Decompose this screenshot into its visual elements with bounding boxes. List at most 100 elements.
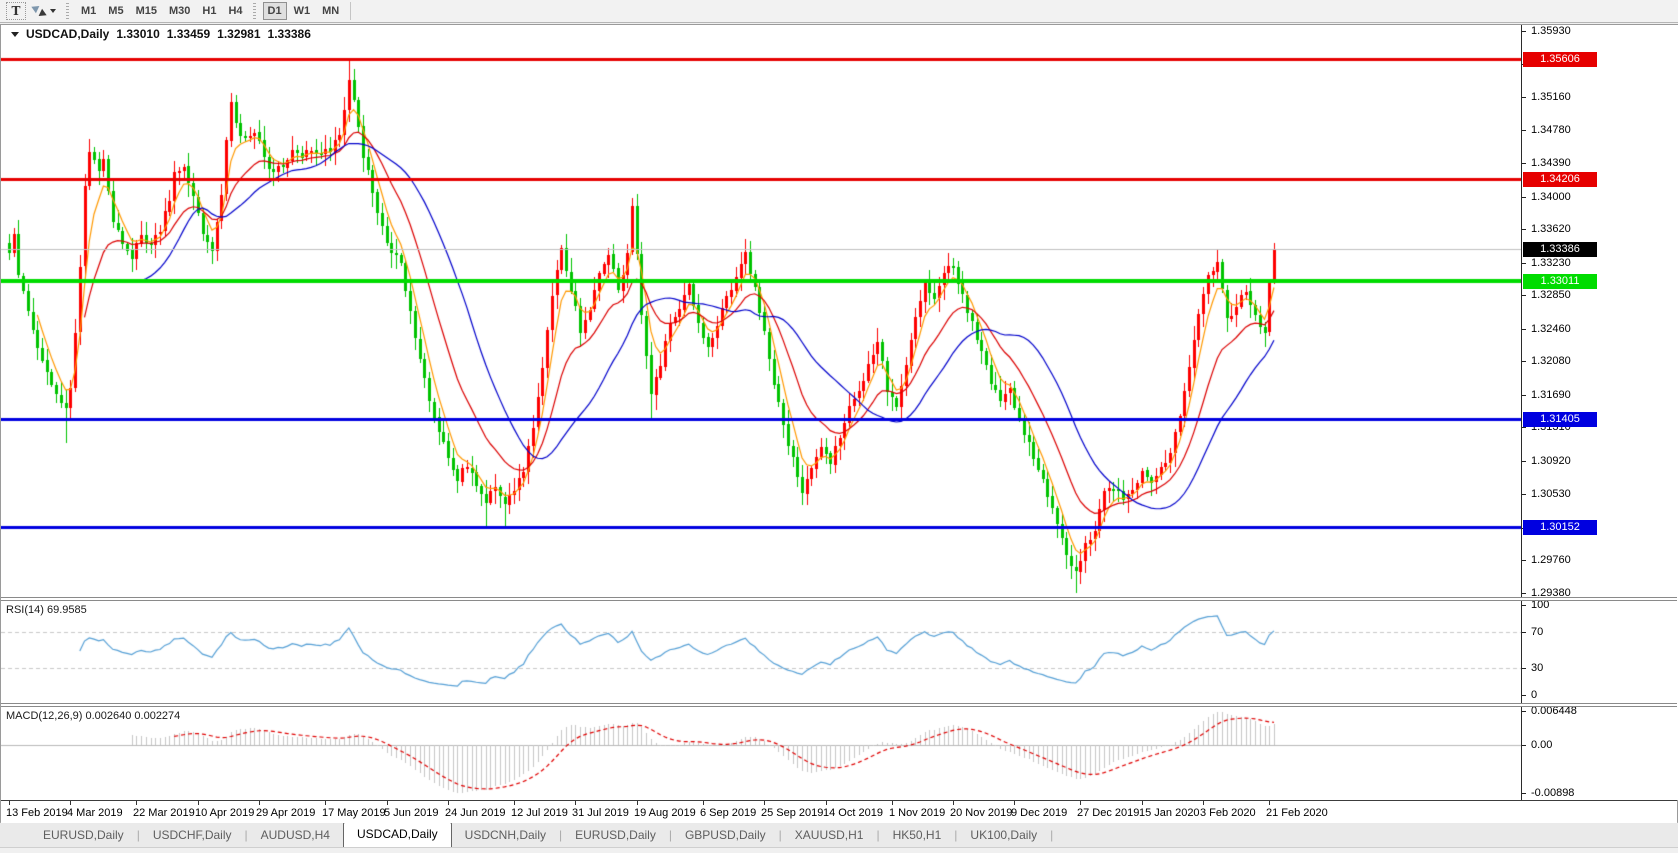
date-axis-label: 13 Feb 2019 — [6, 807, 68, 819]
bottom-tab-EURUSD-Daily[interactable]: EURUSD,Daily — [575, 828, 656, 842]
price-axis-label: 1.29760 — [1531, 554, 1571, 566]
bottom-tab-UK100-Daily[interactable]: UK100,Daily — [970, 828, 1038, 842]
timeframe-buttons: M1 M5 M15 M30 H1 H4 D1 W1 MN — [75, 2, 345, 20]
date-tick — [826, 801, 827, 805]
bottom-tab-AUDUSD-H4[interactable]: AUDUSD,H4 — [260, 828, 330, 842]
macd-label: MACD(12,26,9) 0.002640 0.002274 — [6, 710, 181, 722]
date-tick — [9, 801, 10, 805]
date-axis-label: 27 Dec 2019 — [1077, 807, 1140, 819]
price-axis-label: 1.34000 — [1531, 191, 1571, 203]
symbol-period-label: USDCAD,Daily — [26, 27, 110, 41]
tab-separator: | — [668, 828, 672, 842]
bottom-tab-EURUSD-Daily[interactable]: EURUSD,Daily — [43, 828, 124, 842]
tab-separator: | — [559, 828, 563, 842]
ohlc-high: 1.33459 — [166, 27, 211, 41]
price-axis-label-tick — [1522, 427, 1526, 428]
date-axis-label: 9 Dec 2019 — [1011, 807, 1068, 819]
date-tick — [703, 801, 704, 805]
bottom-tab-HK50-H1[interactable]: HK50,H1 — [892, 828, 942, 842]
price-axis-label: 1.32850 — [1531, 289, 1571, 301]
timeframe-button-M1[interactable]: M1 — [81, 5, 97, 17]
macd-canvas[interactable] — [1, 707, 1521, 800]
bottom-tab-XAUUSD-H1[interactable]: XAUUSD,H1 — [794, 828, 864, 842]
bottom-tab-USDCAD-Daily[interactable]: USDCAD,Daily — [342, 822, 452, 847]
price-axis-label: 1.32460 — [1531, 323, 1571, 335]
ohlc-low: 1.32981 — [217, 27, 261, 41]
chart-tab-bar: EURUSD,Daily | USDCHF,Daily | AUDUSD,H4 USDCA… — [0, 822, 1678, 847]
price-axis-label-tick — [1522, 395, 1526, 396]
price-badge: 1.31405 — [1523, 412, 1597, 427]
date-axis-label: 20 Nov 2019 — [950, 807, 1013, 819]
date-tick — [387, 801, 388, 805]
date-axis-label: 19 Aug 2019 — [634, 807, 696, 819]
main-chart-canvas[interactable] — [1, 25, 1521, 597]
date-tick — [259, 801, 260, 805]
chevron-down-icon — [50, 9, 56, 13]
timeframe-button-W1[interactable]: W1 — [293, 5, 311, 17]
date-axis-label: 4 Mar 2019 — [67, 807, 123, 819]
price-axis-label-tick — [1522, 97, 1526, 98]
timeframe-button-MN[interactable]: MN — [322, 5, 340, 17]
toolbar-grip-2[interactable] — [252, 3, 256, 19]
date-tick — [198, 801, 199, 805]
date-tick — [953, 801, 954, 805]
date-axis-label: 5 Jun 2019 — [384, 807, 439, 819]
price-axis-label-tick — [1522, 361, 1526, 362]
date-axis-label: 25 Sep 2019 — [761, 807, 824, 819]
bottom-tab-USDCHF-Daily[interactable]: USDCHF,Daily — [152, 828, 232, 842]
timeframe-button-H1[interactable]: H1 — [202, 5, 217, 17]
tab-separator: | — [954, 828, 958, 842]
price-axis[interactable]: 1.359301.355401.351601.347801.343901.340… — [1521, 25, 1678, 800]
bottom-tab-USDCNH-Daily[interactable]: USDCNH,Daily — [464, 828, 547, 842]
timeframe-button-M30[interactable]: M30 — [168, 5, 191, 17]
price-axis-label: 1.35160 — [1531, 91, 1571, 103]
rsi-canvas[interactable] — [1, 601, 1521, 703]
timeframe-button-H4[interactable]: H4 — [228, 5, 243, 17]
chart-title: USDCAD,Daily 1.33010 1.33459 1.32981 1.3… — [7, 27, 322, 41]
price-axis-label: 1.33620 — [1531, 223, 1571, 235]
price-axis-label-tick — [1522, 130, 1526, 131]
tab-separator: | — [1050, 828, 1054, 842]
date-axis[interactable]: 13 Feb 2019 4 Mar 2019 22 Mar 2019 10 Apr 2… — [1, 800, 1677, 823]
date-tick — [892, 801, 893, 805]
text-tool-button[interactable]: T — [6, 2, 26, 20]
tab-separator: | — [778, 828, 782, 842]
price-badge: 1.30152 — [1523, 520, 1597, 535]
rsi-axis-label: 100 — [1531, 599, 1550, 611]
price-badge: 1.35606 — [1523, 52, 1597, 67]
price-axis-label: 1.35930 — [1531, 25, 1571, 37]
bottom-tab-GBPUSD-Daily[interactable]: GBPUSD,Daily — [684, 828, 766, 842]
date-axis-label: 17 May 2019 — [322, 807, 386, 819]
price-axis-label: 1.34780 — [1531, 124, 1571, 136]
ohlc-close: 1.33386 — [267, 27, 311, 41]
price-axis-label-tick — [1522, 494, 1526, 495]
date-tick — [575, 801, 576, 805]
date-tick — [136, 801, 137, 805]
price-axis-label-tick — [1522, 197, 1526, 198]
rsi-label: RSI(14) 69.9585 — [6, 604, 87, 616]
date-axis-label: 24 Jun 2019 — [445, 807, 506, 819]
price-axis-label-tick — [1522, 329, 1526, 330]
rsi-axis-label: 0 — [1531, 689, 1538, 701]
price-axis-label: 1.30530 — [1531, 488, 1571, 500]
chart-collapse-icon[interactable] — [11, 31, 19, 37]
price-axis-label: 1.34390 — [1531, 157, 1571, 169]
rsi-axis-label-tick — [1522, 605, 1526, 606]
pane-splitter-macd[interactable] — [1, 703, 1677, 707]
date-axis-label: 29 Apr 2019 — [256, 807, 316, 819]
timeframe-button-D1[interactable]: D1 — [262, 2, 287, 20]
arrange-windows-button[interactable] — [31, 2, 56, 20]
tab-separator: | — [876, 828, 880, 842]
price-pane: USDCAD,Daily 1.33010 1.33459 1.32981 1.3… — [1, 25, 1521, 597]
price-axis-label: 1.29380 — [1531, 587, 1571, 599]
toolbar-grip[interactable] — [66, 3, 69, 19]
timeframe-button-M5[interactable]: M5 — [108, 5, 124, 17]
timeframe-button-M15[interactable]: M15 — [135, 5, 157, 17]
arrange-icon-2 — [36, 8, 47, 20]
date-tick — [514, 801, 515, 805]
price-badge: 1.33011 — [1523, 274, 1597, 289]
price-badge: 1.33386 — [1523, 242, 1597, 257]
price-axis-label-tick — [1522, 295, 1526, 296]
pane-splitter-rsi[interactable] — [1, 597, 1677, 601]
